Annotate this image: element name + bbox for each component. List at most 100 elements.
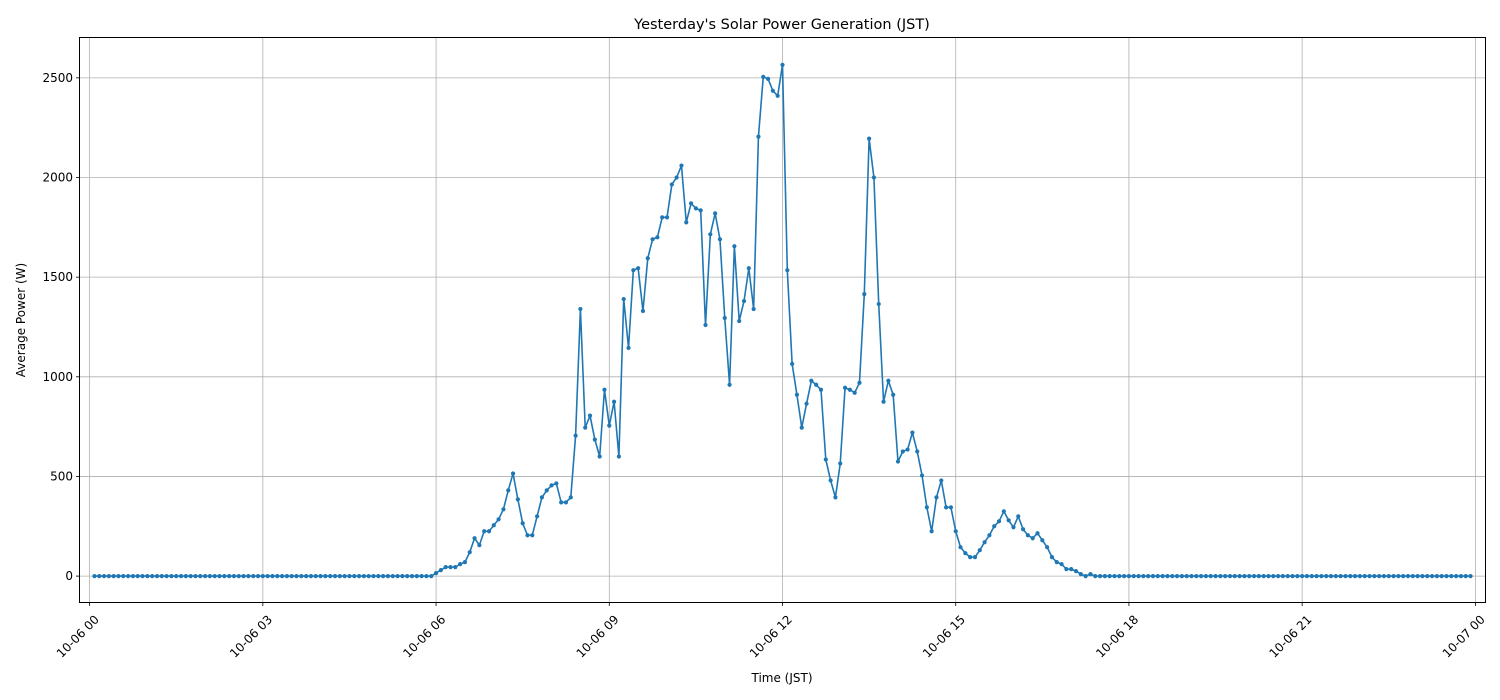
data-point: [385, 573, 391, 579]
data-point: [1242, 573, 1247, 579]
data-point: [944, 505, 949, 510]
data-point: [1280, 573, 1286, 579]
data-point: [1309, 573, 1314, 579]
data-point: [458, 562, 463, 567]
data-point: [1174, 573, 1180, 579]
data-point: [270, 573, 275, 579]
data-point: [1194, 573, 1199, 579]
data-point: [1367, 573, 1372, 579]
data-point: [660, 215, 665, 220]
data-point: [308, 573, 314, 579]
data-point: [597, 454, 602, 459]
data-point: [1304, 573, 1310, 579]
data-point: [636, 266, 641, 271]
y-tick-label: 2500: [42, 71, 73, 85]
data-point: [1295, 573, 1300, 579]
data-point: [1049, 555, 1055, 560]
data-point: [1165, 573, 1170, 579]
data-point: [1117, 573, 1122, 579]
data-point: [1001, 509, 1006, 514]
data-point: [727, 382, 732, 387]
data-point: [761, 74, 766, 79]
data-point: [400, 573, 405, 579]
data-point: [1415, 573, 1420, 579]
data-point: [284, 573, 289, 579]
y-tick-label: 0: [65, 569, 73, 583]
data-point: [790, 361, 795, 366]
data-point: [833, 495, 838, 500]
data-point: [1223, 573, 1228, 579]
data-point: [381, 573, 386, 579]
data-point: [198, 573, 203, 579]
data-point: [592, 437, 597, 442]
data-point: [1011, 525, 1016, 530]
data-point: [1035, 531, 1040, 536]
data-point: [1256, 573, 1261, 579]
data-point: [1429, 573, 1435, 579]
data-point: [900, 449, 905, 454]
data-point: [178, 573, 184, 579]
data-point: [279, 573, 285, 579]
data-point: [554, 481, 559, 486]
data-point: [587, 413, 593, 418]
data-point: [188, 573, 193, 579]
data-point: [559, 500, 564, 505]
data-point: [1112, 573, 1117, 579]
data-point: [275, 573, 280, 579]
y-axis-title: Average Power (W): [14, 263, 28, 377]
data-point: [1025, 533, 1030, 538]
data-point: [1338, 573, 1343, 579]
data-point: [520, 521, 525, 526]
data-point: [640, 308, 646, 314]
y-tick-label: 1000: [42, 370, 73, 384]
data-point: [1352, 573, 1358, 579]
data-point: [1261, 573, 1266, 579]
data-point: [992, 524, 997, 529]
data-point: [664, 215, 670, 220]
data-point: [770, 88, 775, 93]
data-point: [1069, 567, 1074, 572]
data-point: [621, 296, 626, 302]
data-point: [506, 488, 511, 493]
data-point: [1314, 573, 1319, 579]
data-point: [722, 315, 727, 321]
data-point: [1155, 573, 1160, 579]
data-point: [915, 449, 920, 454]
data-point: [1381, 573, 1387, 579]
data-point: [982, 540, 987, 545]
data-point: [154, 573, 160, 579]
data-point: [342, 573, 347, 579]
data-point: [1377, 573, 1382, 579]
data-point: [1040, 538, 1045, 543]
data-point: [1179, 573, 1184, 579]
data-point: [958, 545, 963, 550]
data-point: [842, 385, 848, 390]
data-point: [150, 573, 155, 579]
data-point: [1266, 573, 1271, 579]
data-point: [948, 505, 954, 510]
data-point: [361, 573, 366, 579]
data-point: [886, 378, 891, 383]
data-point: [1449, 573, 1454, 579]
data-point: [530, 533, 535, 538]
data-point: [1078, 572, 1083, 577]
data-point: [756, 134, 761, 139]
data-point: [405, 573, 410, 579]
data-point: [135, 573, 140, 579]
data-point: [544, 488, 549, 493]
data-point: [352, 573, 357, 579]
data-point: [934, 495, 939, 500]
data-point: [688, 201, 694, 206]
data-point: [765, 76, 771, 81]
data-point: [376, 573, 381, 579]
data-point: [294, 573, 299, 579]
data-point: [453, 565, 458, 570]
data-point: [491, 523, 496, 528]
data-point: [174, 573, 179, 579]
data-point: [482, 529, 487, 534]
data-point: [1199, 573, 1204, 579]
data-point: [1434, 573, 1439, 579]
data-point: [1425, 573, 1430, 579]
y-tick-label: 2000: [42, 171, 73, 185]
